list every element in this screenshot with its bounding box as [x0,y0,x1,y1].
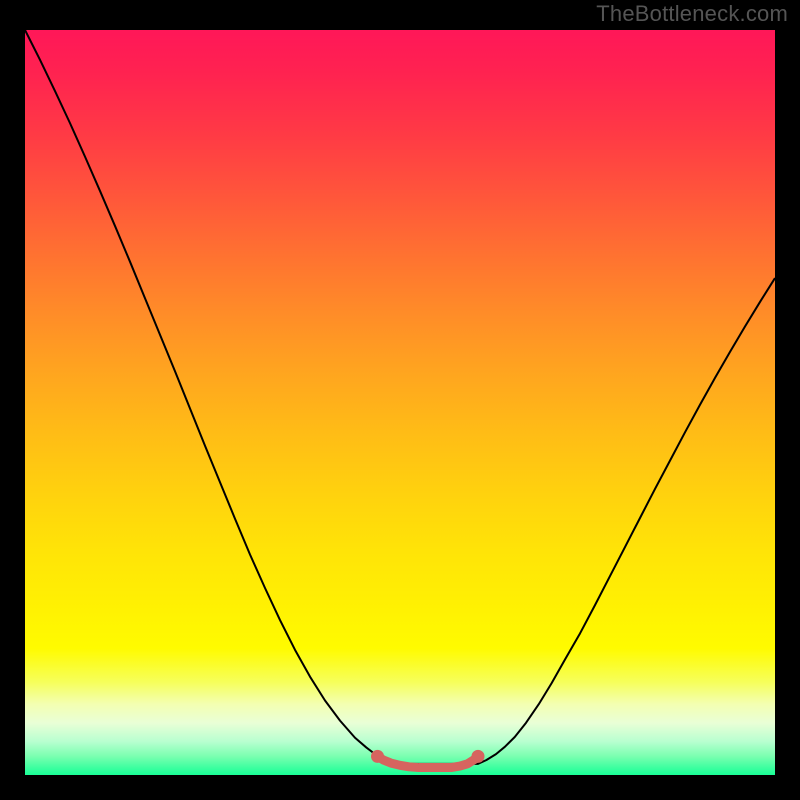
plot-background-gradient [25,30,775,775]
highlight-start-marker [371,750,384,763]
bottleneck-curve-chart [0,0,800,800]
watermark-text: TheBottleneck.com [596,1,788,27]
highlight-end-marker [472,750,485,763]
chart-container: TheBottleneck.com [0,0,800,800]
